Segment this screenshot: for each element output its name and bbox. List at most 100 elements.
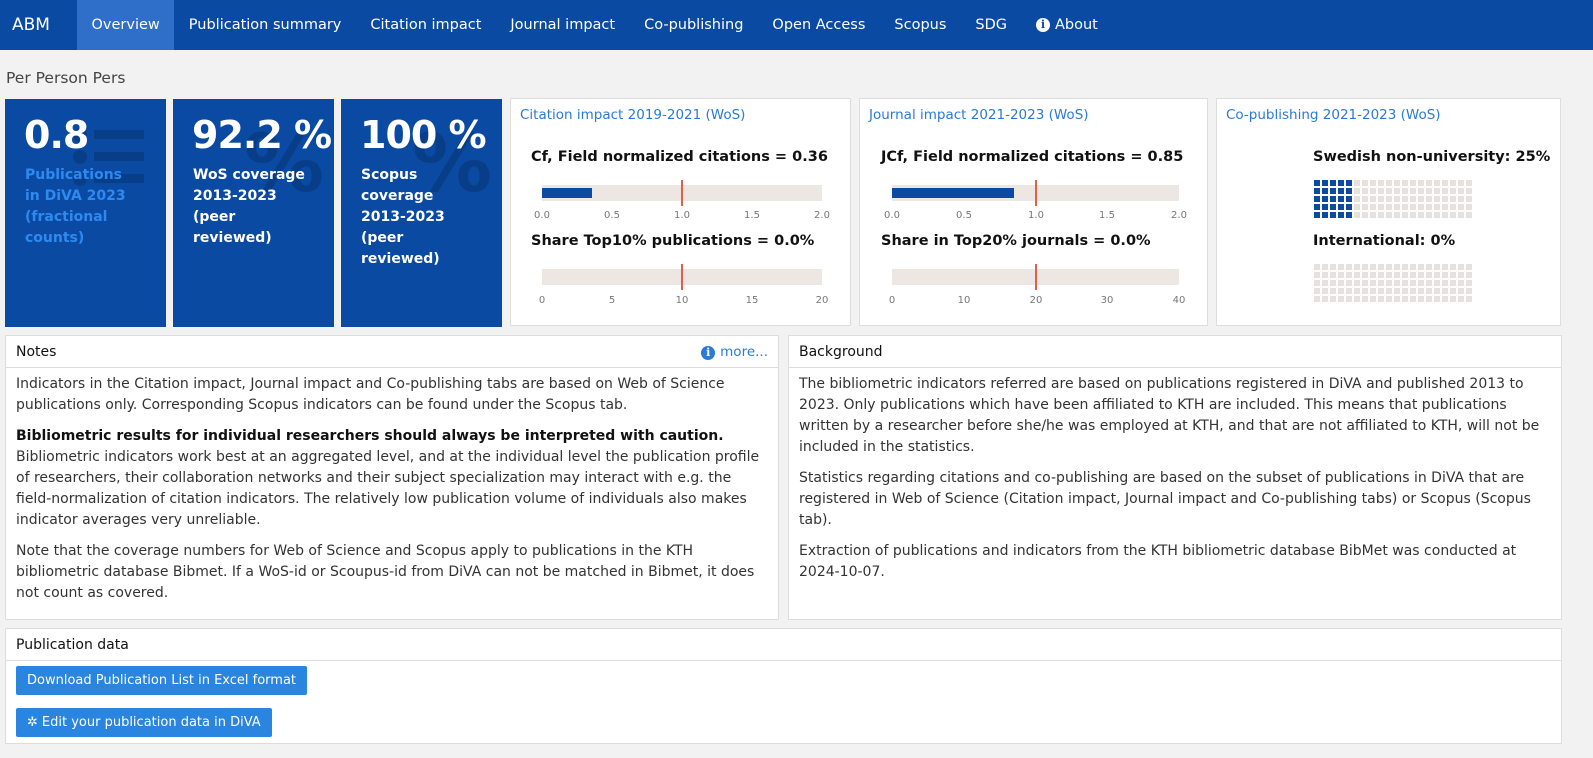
waffle-cell bbox=[1338, 288, 1344, 294]
waffle-cell bbox=[1442, 180, 1448, 186]
top20-bar bbox=[892, 264, 1179, 290]
waffle-cell bbox=[1442, 296, 1448, 302]
top10-metric: Share Top10% publications = 0.0% bbox=[531, 233, 815, 249]
tab-journal-impact[interactable]: Journal impact bbox=[510, 17, 616, 33]
waffle-cell bbox=[1402, 296, 1408, 302]
waffle-cell bbox=[1330, 180, 1336, 186]
tab-about[interactable]: i About bbox=[1022, 0, 1113, 50]
tab-co-publishing[interactable]: Co-publishing bbox=[644, 17, 744, 33]
waffle-cell bbox=[1314, 212, 1320, 218]
waffle-cell bbox=[1386, 280, 1392, 286]
tick-label: 2.0 bbox=[814, 210, 830, 221]
waffle-cell bbox=[1426, 280, 1432, 286]
waffle-cell bbox=[1314, 204, 1320, 210]
edit-diva-label: Edit your publication data in DiVA bbox=[41, 715, 261, 730]
waffle-cell bbox=[1378, 196, 1384, 202]
tick-label: 10 bbox=[675, 295, 689, 306]
waffle-cell bbox=[1322, 188, 1328, 194]
waffle-cell bbox=[1418, 204, 1424, 210]
waffle-cell bbox=[1394, 180, 1400, 186]
tile-label: WoS coverage 2013-2023 (peer reviewed) bbox=[193, 167, 305, 246]
cf-bar-fill bbox=[542, 188, 593, 198]
waffle-cell bbox=[1354, 188, 1360, 194]
waffle-cell bbox=[1338, 212, 1344, 218]
waffle-cell bbox=[1386, 264, 1392, 270]
waffle-cell bbox=[1378, 288, 1384, 294]
scopus-coverage-tile: % 100 % Scopus coverage 2013-2023 (peer … bbox=[341, 99, 502, 327]
tab-overview[interactable]: Overview bbox=[77, 0, 175, 50]
waffle-cell bbox=[1330, 204, 1336, 210]
tick-label: 5 bbox=[608, 295, 616, 306]
waffle-cell bbox=[1426, 188, 1432, 194]
waffle-cell bbox=[1354, 196, 1360, 202]
more-link[interactable]: i more... bbox=[701, 344, 768, 360]
tab-open-access[interactable]: Open Access bbox=[772, 17, 866, 33]
edit-diva-button[interactable]: ✲ Edit your publication data in DiVA bbox=[16, 708, 272, 737]
background-paragraph: The bibliometric indicators referred are… bbox=[799, 376, 1540, 455]
waffle-cell bbox=[1394, 212, 1400, 218]
page-title: Per Person Pers bbox=[6, 69, 126, 87]
tab-sdg[interactable]: SDG bbox=[975, 17, 1007, 33]
tab-publication-summary[interactable]: Publication summary bbox=[188, 17, 342, 33]
waffle-cell bbox=[1378, 188, 1384, 194]
waffle-cell bbox=[1370, 280, 1376, 286]
waffle-cell bbox=[1418, 280, 1424, 286]
waffle-cell bbox=[1442, 272, 1448, 278]
waffle-cell bbox=[1354, 212, 1360, 218]
waffle-cell bbox=[1370, 196, 1376, 202]
waffle-cell bbox=[1362, 204, 1368, 210]
tab-citation-impact[interactable]: Citation impact bbox=[370, 17, 482, 33]
waffle-cell bbox=[1354, 204, 1360, 210]
tile-label: Scopus coverage 2013-2023 (peer reviewed… bbox=[361, 167, 445, 267]
percent-icon: % bbox=[243, 117, 324, 210]
waffle-cell bbox=[1434, 196, 1440, 202]
tick-label: 1.0 bbox=[1028, 210, 1044, 221]
waffle-cell bbox=[1362, 288, 1368, 294]
waffle-cell bbox=[1346, 296, 1352, 302]
waffle-cell bbox=[1450, 280, 1456, 286]
waffle-cell bbox=[1410, 196, 1416, 202]
waffle-cell bbox=[1450, 272, 1456, 278]
waffle-cell bbox=[1466, 180, 1472, 186]
waffle-cell bbox=[1394, 196, 1400, 202]
brand[interactable]: ABM bbox=[12, 15, 50, 35]
waffle-cell bbox=[1314, 196, 1320, 202]
waffle-cell bbox=[1418, 288, 1424, 294]
download-excel-button[interactable]: Download Publication List in Excel forma… bbox=[16, 666, 308, 695]
international-waffle bbox=[1314, 264, 1472, 302]
info-icon: i bbox=[1036, 18, 1050, 32]
tab-scopus[interactable]: Scopus bbox=[894, 17, 947, 33]
jcf-metric: JCf, Field normalized citations = 0.85 bbox=[881, 149, 1184, 165]
more-link-label: more... bbox=[720, 344, 768, 360]
waffle-cell bbox=[1418, 196, 1424, 202]
waffle-cell bbox=[1458, 288, 1464, 294]
waffle-cell bbox=[1370, 272, 1376, 278]
waffle-cell bbox=[1402, 204, 1408, 210]
tick-label: 15 bbox=[745, 295, 759, 306]
tile-value: 0.8 bbox=[24, 113, 89, 157]
waffle-cell bbox=[1330, 288, 1336, 294]
cf-bar bbox=[542, 180, 822, 206]
waffle-cell bbox=[1354, 280, 1360, 286]
waffle-cell bbox=[1394, 288, 1400, 294]
waffle-cell bbox=[1378, 264, 1384, 270]
waffle-cell bbox=[1410, 280, 1416, 286]
panel-title[interactable]: Co-publishing 2021-2023 (WoS) bbox=[1226, 107, 1441, 123]
panel-title[interactable]: Citation impact 2019-2021 (WoS) bbox=[520, 107, 746, 123]
waffle-cell bbox=[1458, 196, 1464, 202]
notes-paragraph: Bibliometric indicators work best at an … bbox=[16, 449, 760, 528]
jcf-bar bbox=[892, 180, 1179, 206]
waffle-cell bbox=[1450, 212, 1456, 218]
panel-title[interactable]: Journal impact 2021-2023 (WoS) bbox=[869, 107, 1089, 123]
waffle-cell bbox=[1314, 180, 1320, 186]
waffle-cell bbox=[1314, 296, 1320, 302]
waffle-cell bbox=[1338, 264, 1344, 270]
waffle-cell bbox=[1466, 288, 1472, 294]
waffle-cell bbox=[1418, 296, 1424, 302]
waffle-cell bbox=[1442, 212, 1448, 218]
notes-paragraph: Note that the coverage numbers for Web o… bbox=[16, 543, 755, 601]
waffle-cell bbox=[1322, 264, 1328, 270]
tile-label[interactable]: Publications in DiVA 2023 (fractional co… bbox=[25, 167, 126, 246]
tick-label: 0.5 bbox=[956, 210, 972, 221]
waffle-cell bbox=[1394, 188, 1400, 194]
